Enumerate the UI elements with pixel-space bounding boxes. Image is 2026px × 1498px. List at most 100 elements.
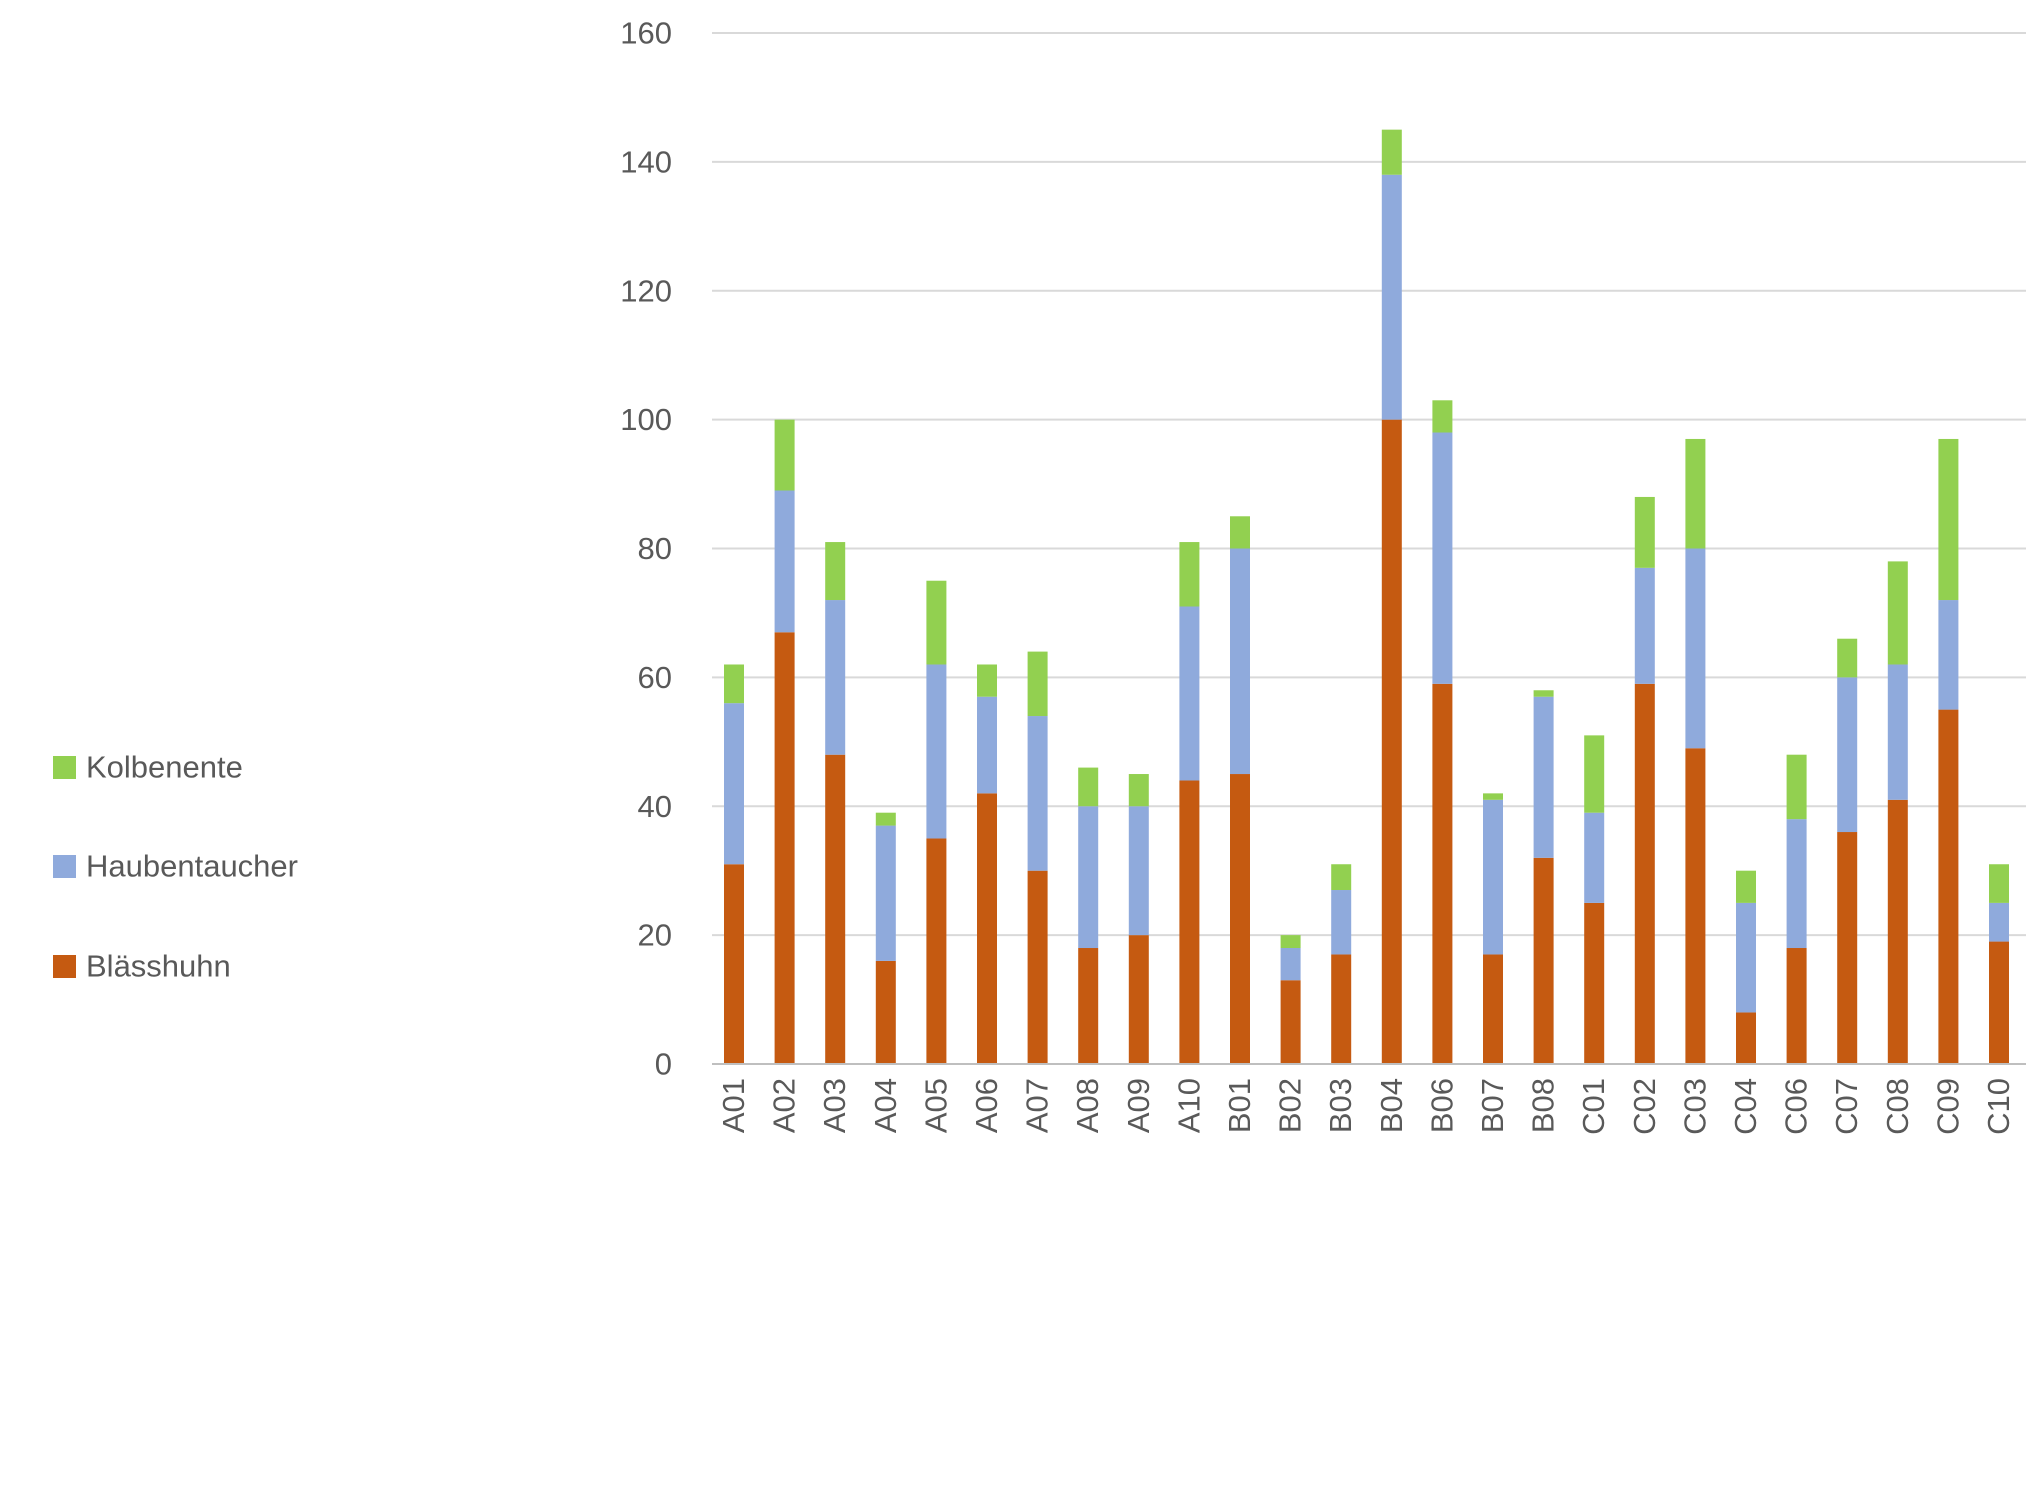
x-tick-label: C08: [1880, 1078, 1915, 1135]
x-tick-label: B07: [1475, 1078, 1510, 1133]
bar-segment-c07-2: [1837, 638, 1858, 678]
bar-segment-b03-1: [1331, 890, 1352, 955]
x-tick-label: C06: [1779, 1078, 1814, 1135]
bar-segment-a02-2: [774, 419, 795, 491]
bar-segment-c06-2: [1786, 754, 1807, 820]
bar-segment-a10-2: [1179, 542, 1200, 607]
bar-segment-c03-0: [1685, 748, 1706, 1064]
bar-segment-a04-2: [875, 812, 896, 826]
x-tick-label: B04: [1374, 1078, 1409, 1133]
x-tick-label: A02: [767, 1078, 802, 1133]
x-tick-label: A07: [1020, 1078, 1055, 1133]
bar-segment-c02-1: [1634, 567, 1655, 684]
bar-segment-a05-2: [926, 580, 947, 665]
bars: [724, 129, 2009, 1064]
bar-segment-c04-0: [1736, 1012, 1756, 1064]
gridlines: [712, 32, 2026, 937]
bar-segment-b02-2: [1280, 935, 1301, 949]
bar-segment-c09-0: [1938, 709, 1959, 1064]
bar-segment-b06-0: [1432, 683, 1453, 1064]
bar-segment-c07-0: [1837, 832, 1858, 1064]
bar-segment-b04-2: [1381, 129, 1402, 175]
bar-segment-b03-2: [1331, 864, 1352, 891]
bar-segment-a01-1: [724, 703, 744, 865]
bar-segment-b08-1: [1533, 696, 1554, 858]
x-tick-label: A01: [716, 1078, 751, 1133]
bar-segment-c10-2: [1989, 864, 2009, 903]
bar-segment-b01-2: [1230, 516, 1250, 549]
bar-segment-a01-0: [724, 864, 744, 1064]
legend: Kolbenente Haubentaucher Blässhuhn: [53, 750, 298, 984]
bar-segment-a10-0: [1179, 780, 1200, 1064]
bar-segment-c03-1: [1685, 548, 1706, 749]
bar-segment-a06-1: [977, 696, 997, 794]
bar-segment-a07-1: [1027, 716, 1048, 871]
y-tick-label: 40: [638, 789, 672, 824]
bar-segment-a09-0: [1128, 935, 1149, 1064]
bar-segment-c09-1: [1938, 600, 1959, 710]
bar-segment-a03-2: [825, 542, 846, 601]
bar-segment-c07-1: [1837, 677, 1858, 833]
bar-segment-a09-1: [1128, 806, 1149, 936]
x-tick-label: C10: [1981, 1078, 2016, 1135]
bar-segment-a03-0: [825, 754, 846, 1064]
bar-segment-a06-0: [977, 793, 997, 1064]
bar-segment-c06-1: [1786, 819, 1807, 949]
x-tick-label: C02: [1627, 1078, 1662, 1135]
x-tick-label: C01: [1576, 1078, 1611, 1135]
bar-segment-c08-0: [1887, 799, 1908, 1064]
y-tick-label: 60: [638, 660, 672, 695]
bar-segment-c08-2: [1887, 561, 1908, 665]
bar-segment-a03-1: [825, 600, 846, 755]
legend-swatch: [53, 855, 76, 878]
bar-segment-a08-1: [1078, 806, 1099, 949]
y-tick-label: 160: [620, 16, 672, 51]
bar-segment-c03-2: [1685, 438, 1706, 549]
bar-segment-b07-2: [1483, 793, 1503, 800]
bar-segment-b03-0: [1331, 954, 1352, 1064]
bar-segment-a04-0: [875, 960, 896, 1064]
y-tick-label: 120: [620, 273, 672, 308]
bar-segment-a05-1: [926, 664, 947, 839]
legend-label: Haubentaucher: [86, 849, 298, 884]
x-tick-label: B08: [1526, 1078, 1561, 1133]
bar-segment-c10-1: [1989, 902, 2009, 942]
bar-segment-a01-2: [724, 664, 744, 704]
x-tick-label: A04: [868, 1078, 903, 1133]
x-tick-label: B02: [1273, 1078, 1308, 1133]
bar-segment-b04-1: [1381, 174, 1402, 420]
bar-segment-c01-2: [1584, 735, 1605, 813]
bar-segment-a06-2: [977, 664, 997, 697]
bar-segment-c04-2: [1736, 870, 1756, 903]
bar-segment-b01-0: [1230, 774, 1250, 1064]
bar-segment-b02-1: [1280, 948, 1301, 981]
bar-segment-a08-2: [1078, 767, 1099, 807]
bar-segment-a02-0: [774, 632, 795, 1064]
bar-segment-a07-0: [1027, 870, 1048, 1064]
legend-swatch: [53, 756, 76, 779]
bar-segment-a09-2: [1128, 774, 1149, 807]
x-tick-label: C09: [1930, 1078, 1965, 1135]
bar-segment-c02-0: [1634, 683, 1655, 1064]
legend-swatch: [53, 955, 76, 978]
bar-segment-a10-1: [1179, 606, 1200, 781]
bar-segment-a08-0: [1078, 948, 1099, 1064]
bar-segment-a02-1: [774, 490, 795, 633]
bar-segment-c01-1: [1584, 812, 1605, 903]
bar-segment-b01-1: [1230, 548, 1250, 775]
bar-segment-b04-0: [1381, 419, 1402, 1064]
x-tick-label: A06: [969, 1078, 1004, 1133]
y-tick-label: 140: [620, 144, 672, 179]
y-tick-label: 80: [638, 531, 672, 566]
legend-label: Blässhuhn: [86, 949, 231, 984]
y-tick-label: 0: [655, 1047, 672, 1082]
bar-segment-b02-0: [1280, 980, 1301, 1064]
x-tick-label: C07: [1829, 1078, 1864, 1135]
bar-segment-b06-2: [1432, 400, 1453, 433]
bar-segment-b08-0: [1533, 857, 1554, 1064]
x-tick-label: C03: [1677, 1078, 1712, 1135]
bar-segment-c06-0: [1786, 948, 1807, 1064]
bar-segment-a04-1: [875, 825, 896, 961]
x-tick-label: B06: [1424, 1078, 1459, 1133]
